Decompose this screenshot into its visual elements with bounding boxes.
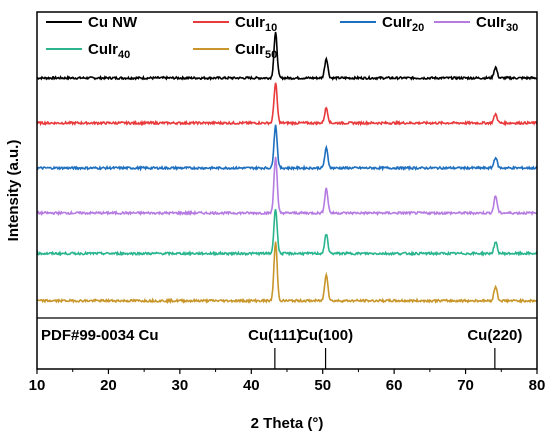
series-line-0 bbox=[36, 31, 538, 81]
series-layer bbox=[36, 31, 538, 305]
reference-peak-label-2: Cu(220) bbox=[467, 327, 522, 344]
legend-label-5: CuIr50 bbox=[235, 41, 277, 61]
x-tick-label-1: 20 bbox=[100, 377, 117, 394]
x-tick-label-7: 80 bbox=[529, 377, 546, 394]
x-tick-label-4: 50 bbox=[314, 377, 331, 394]
series-line-5 bbox=[36, 241, 538, 305]
x-tick-label-0: 10 bbox=[29, 377, 46, 394]
x-axis-title: 2 Theta (°) bbox=[251, 415, 324, 432]
x-tick-label-5: 60 bbox=[386, 377, 403, 394]
legend-label-3: CuIr30 bbox=[476, 14, 518, 34]
legend: Cu NW CuIr10 CuIr20 CuIr30 CuIr40 CuIr50 bbox=[46, 14, 518, 61]
reference-peak-label-1: Cu(100) bbox=[298, 327, 353, 344]
y-axis-title: Intensity (a.u.) bbox=[5, 140, 22, 242]
x-axis-ticks: 10 20 30 40 50 60 70 80 bbox=[29, 369, 546, 394]
x-tick-label-6: 70 bbox=[457, 377, 474, 394]
series-line-3 bbox=[36, 156, 538, 217]
legend-label-1: CuIr10 bbox=[235, 14, 277, 34]
reference-peak-label-0: Cu(111) bbox=[248, 327, 301, 344]
x-tick-label-2: 30 bbox=[172, 377, 189, 394]
legend-label-2: CuIr20 bbox=[382, 14, 424, 34]
reference-pattern: PDF#99-0034 Cu Cu(111)Cu(100) Cu(220) bbox=[41, 327, 522, 369]
plot-frame bbox=[36, 11, 538, 370]
legend-label-0: Cu NW bbox=[88, 14, 138, 31]
series-line-2 bbox=[36, 124, 538, 172]
legend-label-4: CuIr40 bbox=[88, 41, 130, 61]
x-tick-label-3: 40 bbox=[243, 377, 260, 394]
series-line-4 bbox=[36, 209, 538, 257]
reference-label: PDF#99-0034 Cu bbox=[41, 327, 159, 344]
series-line-1 bbox=[36, 82, 538, 127]
